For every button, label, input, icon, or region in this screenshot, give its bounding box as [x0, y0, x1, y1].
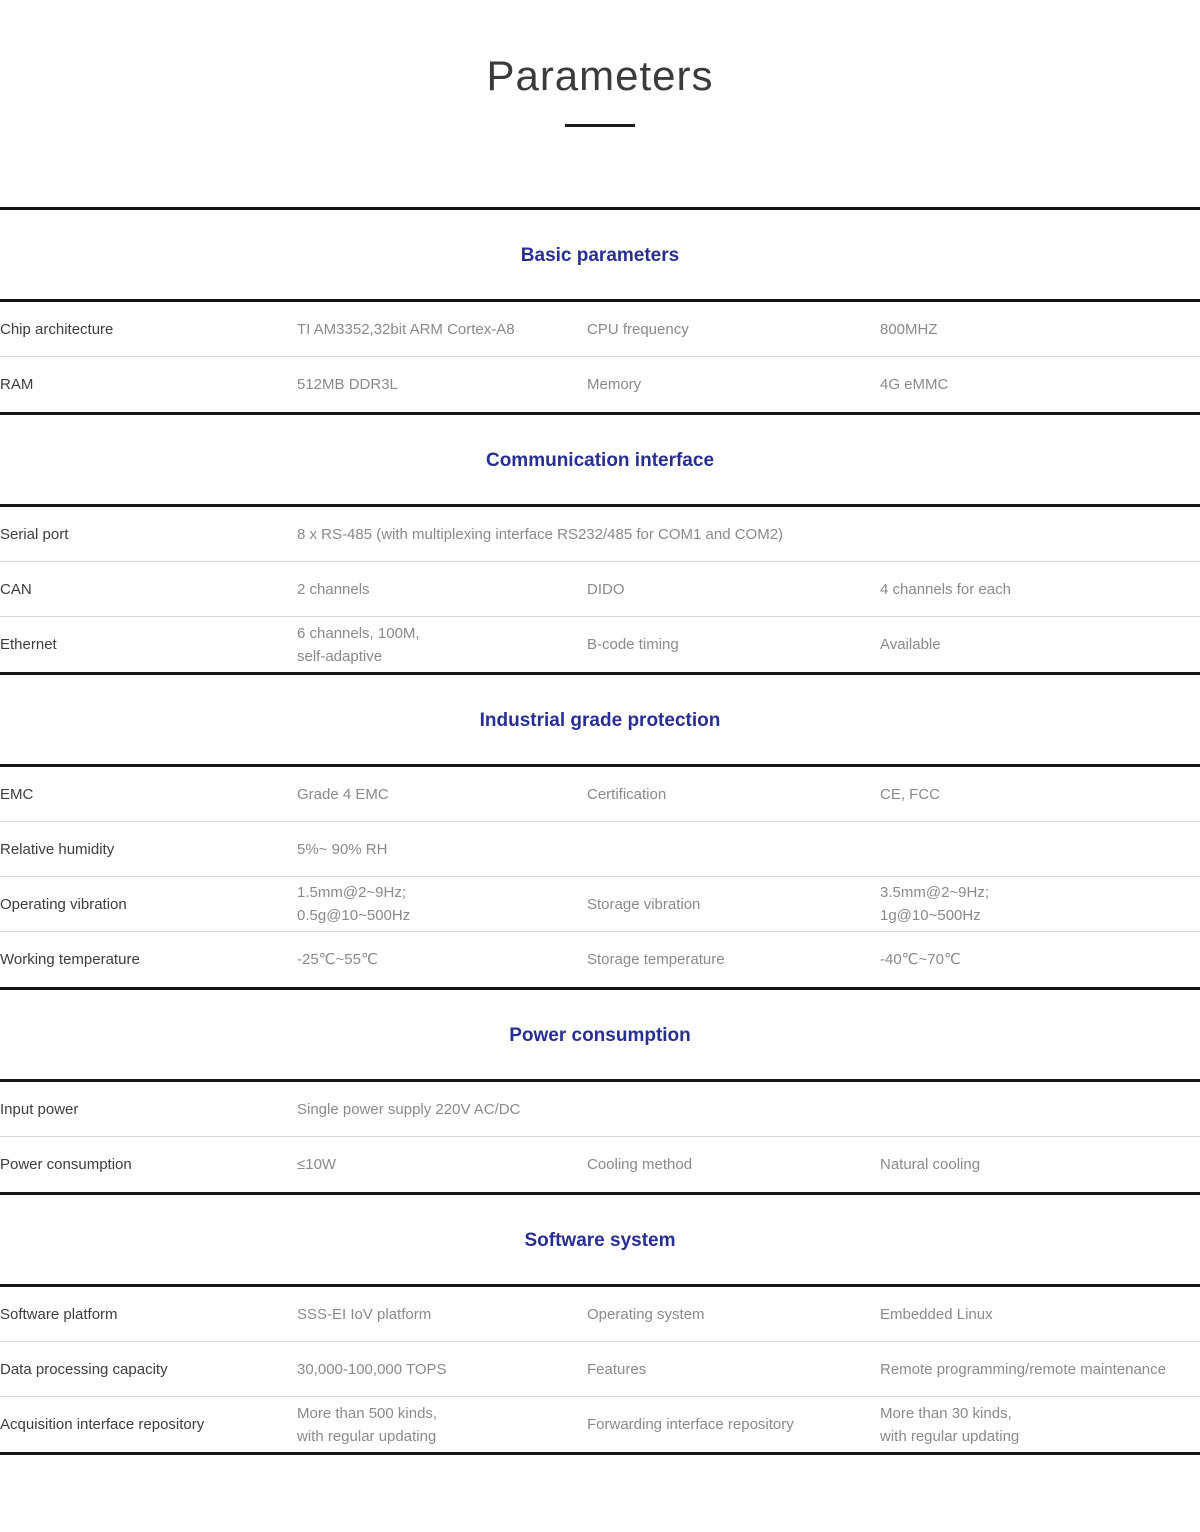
page-title: Parameters [486, 52, 714, 99]
param-label: Certification [587, 785, 667, 803]
param-value: SSS-EI IoV platform [297, 1305, 432, 1323]
section-software-system: Software system Software platform SSS-EI… [0, 1229, 1200, 1455]
spec-table: EMC Grade 4 EMC Certification CE, FCC Re… [0, 764, 1200, 990]
param-value: 512MB DDR3L [297, 376, 398, 393]
table-row: Data processing capacity 30,000-100,000 … [0, 1342, 1200, 1397]
param-value: 5%~ 90% RH [297, 840, 388, 858]
table-row: Input power Single power supply 220V AC/… [0, 1082, 1200, 1137]
param-label: CAN [0, 580, 32, 598]
param-value: -25℃~55℃ [297, 951, 378, 968]
spec-table: Software platform SSS-EI IoV platform Op… [0, 1284, 1200, 1455]
table-row: RAM 512MB DDR3L Memory 4G eMMC [0, 357, 1200, 412]
param-label: EMC [0, 785, 34, 803]
table-row: Ethernet 6 channels, 100M, self-adaptive… [0, 617, 1200, 672]
spec-table: Serial port 8 x RS-485 (with multiplexin… [0, 504, 1200, 675]
param-value: 8 x RS-485 (with multiplexing interface … [297, 525, 784, 543]
param-label: RAM [0, 376, 34, 393]
title-underline [565, 124, 635, 127]
param-label: CPU frequency [587, 320, 689, 338]
param-value: 2 channels [297, 580, 370, 598]
param-label: Software platform [0, 1305, 118, 1323]
param-value: Single power supply 220V AC/DC [297, 1100, 521, 1118]
param-value: TI AM3352,32bit ARM Cortex-A8 [297, 320, 515, 338]
section-heading: Communication interface [485, 450, 715, 471]
param-value: Grade 4 EMC [297, 785, 389, 803]
param-value: Remote programming/remote maintenance [880, 1360, 1166, 1378]
section-heading: Industrial grade protection [479, 710, 721, 731]
param-value: Natural cooling [880, 1156, 981, 1173]
param-label: Working temperature [0, 951, 140, 968]
table-row: Software platform SSS-EI IoV platform Op… [0, 1287, 1200, 1342]
param-label: Chip architecture [0, 320, 114, 338]
param-value: 6 channels, 100M, self-adaptive [297, 624, 420, 665]
param-label: Ethernet [0, 636, 57, 653]
table-row: Operating vibration 1.5mm@2~9Hz; 0.5g@10… [0, 877, 1200, 932]
param-value: 1.5mm@2~9Hz; 0.5g@10~500Hz [297, 884, 411, 924]
param-label: Operating vibration [0, 895, 127, 913]
section-heading: Power consumption [509, 1025, 691, 1046]
param-value: ≤10W [297, 1156, 337, 1173]
param-value: 4G eMMC [880, 376, 949, 393]
param-value: CE, FCC [880, 785, 940, 803]
top-divider [0, 207, 1200, 210]
section-communication-interface: Communication interface Serial port 8 x … [0, 449, 1200, 675]
param-label: Features [587, 1360, 647, 1378]
section-basic-parameters: Basic parameters Chip architecture TI AM… [0, 244, 1200, 415]
param-label: Storage temperature [587, 951, 725, 968]
param-label: Relative humidity [0, 840, 115, 858]
param-label: Data processing capacity [0, 1360, 168, 1378]
table-row: Relative humidity 5%~ 90% RH [0, 822, 1200, 877]
section-power-consumption: Power consumption Input power Single pow… [0, 1024, 1200, 1195]
param-value: 30,000-100,000 TOPS [297, 1360, 447, 1378]
table-row: Power consumption ≤10W Cooling method Na… [0, 1137, 1200, 1192]
table-row: Chip architecture TI AM3352,32bit ARM Co… [0, 302, 1200, 357]
table-row: Serial port 8 x RS-485 (with multiplexin… [0, 507, 1200, 562]
param-label: Operating system [587, 1305, 705, 1323]
param-label: Cooling method [587, 1156, 693, 1173]
param-label: Input power [0, 1100, 79, 1118]
table-row: CAN 2 channels DIDO 4 channels for each [0, 562, 1200, 617]
param-label: DIDO [587, 580, 625, 598]
param-label: B-code timing [587, 636, 679, 653]
param-label: Storage vibration [587, 895, 701, 913]
param-value: 4 channels for each [880, 580, 1011, 598]
param-value: 3.5mm@2~9Hz; 1g@10~500Hz [880, 884, 990, 924]
param-label: Serial port [0, 525, 69, 543]
spec-table: Chip architecture TI AM3352,32bit ARM Co… [0, 299, 1200, 415]
section-heading: Basic parameters [520, 245, 680, 266]
param-value: 800MHZ [880, 320, 938, 338]
param-label: Forwarding interface repository [587, 1416, 794, 1433]
param-value: More than 500 kinds, with regular updati… [297, 1404, 438, 1445]
param-value: Embedded Linux [880, 1305, 993, 1323]
section-heading: Software system [524, 1230, 676, 1251]
table-row: Working temperature -25℃~55℃ Storage tem… [0, 932, 1200, 987]
param-value: -40℃~70℃ [880, 951, 961, 968]
param-label: Power consumption [0, 1156, 132, 1173]
param-value: Available [880, 636, 941, 653]
param-value: More than 30 kinds, with regular updatin… [880, 1404, 1020, 1445]
section-industrial-grade-protection: Industrial grade protection EMC Grade 4 … [0, 709, 1200, 990]
spec-table: Input power Single power supply 220V AC/… [0, 1079, 1200, 1195]
param-label: Acquisition interface repository [0, 1416, 205, 1433]
table-row: Acquisition interface repository More th… [0, 1397, 1200, 1452]
param-label: Memory [587, 376, 642, 393]
table-row: EMC Grade 4 EMC Certification CE, FCC [0, 767, 1200, 822]
